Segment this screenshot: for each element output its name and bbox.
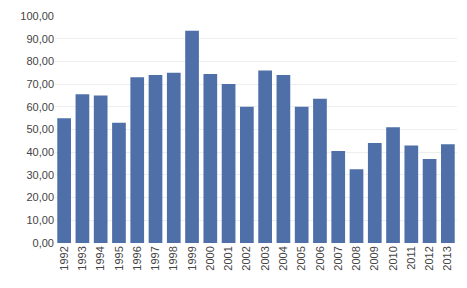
svg-text:1993: 1993 <box>76 246 88 270</box>
svg-text:2002: 2002 <box>240 246 252 270</box>
svg-text:10,00: 10,00 <box>26 214 54 226</box>
svg-text:80,00: 80,00 <box>26 55 54 67</box>
svg-text:1995: 1995 <box>113 246 125 270</box>
svg-text:1994: 1994 <box>94 246 106 270</box>
svg-text:50,00: 50,00 <box>26 123 54 135</box>
svg-text:30,00: 30,00 <box>26 169 54 181</box>
svg-text:90,00: 90,00 <box>26 33 54 45</box>
svg-text:2012: 2012 <box>423 246 435 270</box>
svg-text:70,00: 70,00 <box>26 78 54 90</box>
svg-text:2005: 2005 <box>295 246 307 270</box>
svg-text:1992: 1992 <box>58 246 70 270</box>
svg-text:2000: 2000 <box>204 246 216 270</box>
svg-text:2013: 2013 <box>441 246 453 270</box>
svg-text:0,00: 0,00 <box>33 237 54 249</box>
svg-text:2010: 2010 <box>387 246 399 270</box>
svg-text:1997: 1997 <box>149 246 161 270</box>
svg-text:2009: 2009 <box>368 246 380 270</box>
svg-text:2008: 2008 <box>350 246 362 270</box>
svg-text:60,00: 60,00 <box>26 101 54 113</box>
svg-text:2007: 2007 <box>332 246 344 270</box>
svg-text:40,00: 40,00 <box>26 146 54 158</box>
svg-text:20,00: 20,00 <box>26 191 54 203</box>
svg-text:2003: 2003 <box>259 246 271 270</box>
svg-text:2001: 2001 <box>222 246 234 270</box>
svg-text:2006: 2006 <box>314 246 326 270</box>
svg-text:1999: 1999 <box>186 246 198 270</box>
svg-text:1998: 1998 <box>167 246 179 270</box>
svg-text:2011: 2011 <box>405 246 417 270</box>
svg-text:1996: 1996 <box>131 246 143 270</box>
svg-text:2004: 2004 <box>277 246 289 270</box>
svg-text:100,00: 100,00 <box>20 10 54 22</box>
